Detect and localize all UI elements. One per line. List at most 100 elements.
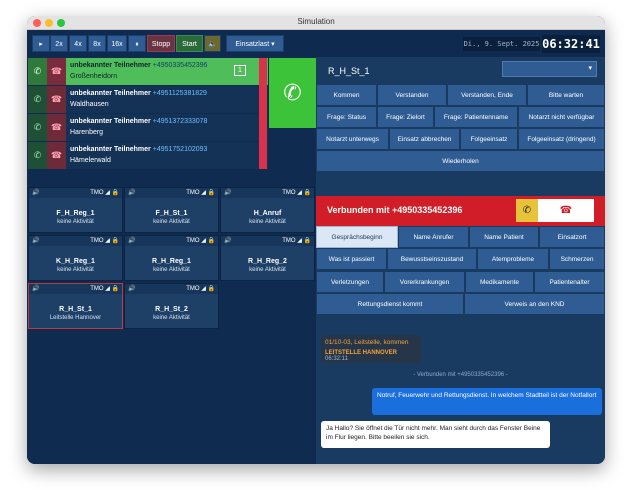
network-label: TMO ◢ 🔒	[186, 190, 215, 196]
log-time: 06:32:11	[325, 356, 348, 362]
radio-phrase-button[interactable]: Einsatz abbrechen	[389, 128, 460, 150]
radio-log-message: 01/10-03, Leitstelle, kommen LEITSTELLE …	[321, 335, 421, 363]
log-text: 01/10-03, Leitstelle, kommen	[325, 339, 409, 346]
phone-phrase-button[interactable]: Patientenalter	[534, 271, 605, 293]
caller-name: unbekannter Teilnehmer +4950335452396	[70, 62, 208, 69]
radio-phrase-button[interactable]: Folgeeinsatz (dringend)	[518, 128, 605, 150]
hang-up-icon[interactable]: ☎	[538, 199, 594, 222]
minimize-window-button[interactable]	[45, 19, 53, 27]
accept-call-icon[interactable]: ✆	[28, 86, 47, 113]
speaker-icon: 🔊	[32, 286, 40, 292]
reject-call-icon[interactable]: ☎	[47, 114, 66, 141]
accept-call-icon[interactable]: ✆	[28, 142, 47, 169]
radio-tile-selected[interactable]: 🔊 TMO ◢ 🔒 R_H_St_1 Leitstelle Hannover	[28, 283, 123, 329]
phone-phrase-button[interactable]: Rettungsdienst kommt	[316, 293, 464, 315]
radio-tile[interactable]: 🔊 TMO ◢ 🔒 K_H_Reg_1 keine Aktivität	[28, 235, 123, 281]
radio-tile[interactable]: 🔊 TMO ◢ 🔒 R_H_Reg_2 keine Aktivität	[220, 235, 315, 281]
answer-call-button[interactable]: ✆	[269, 58, 316, 128]
connected-text: Verbunden mit +4950335452396	[327, 205, 463, 215]
reject-call-icon[interactable]: ☎	[47, 86, 66, 113]
window-title: Simulation	[297, 17, 335, 26]
phone-phrase-button[interactable]: Name Patient	[469, 226, 539, 248]
call-row[interactable]: ✆ ☎ unbekannter Teilnehmer +495033545239…	[28, 58, 268, 85]
speed-2x-button[interactable]: 2x	[50, 35, 68, 52]
tile-header: 🔊 TMO ◢ 🔒	[221, 188, 314, 198]
phone-ringing-icon: ✆	[283, 80, 302, 105]
connected-call-bar: Verbunden mit +4950335452396 ✆ ☎	[316, 196, 605, 226]
tile-status: keine Aktivität	[249, 219, 286, 225]
speed-4x-button[interactable]: 4x	[69, 35, 87, 52]
caller-number: +4951125381829	[152, 90, 207, 97]
phone-phrase-button[interactable]: Was ist passiert	[316, 248, 387, 270]
accept-call-icon[interactable]: ✆	[28, 114, 47, 141]
reject-call-icon[interactable]: ☎	[47, 58, 66, 85]
simulation-window: Simulation ▸ 2x 4x 8x 16x ⏸ Stopp Start …	[27, 16, 605, 464]
speed-16x-button[interactable]: 16x	[107, 35, 127, 52]
call-row[interactable]: ✆ ☎ unbekannter Teilnehmer +495175210209…	[28, 142, 268, 169]
phone-phrase-button[interactable]: Medikamente	[465, 271, 534, 293]
pause-button[interactable]: ⏸	[128, 35, 146, 52]
radio-phrase-button[interactable]: Notarzt unterwegs	[316, 128, 389, 150]
radio-phrase-button[interactable]: Notarzt nicht verfügbar	[518, 106, 605, 128]
lock-icon: 🔒	[207, 238, 215, 244]
tile-name: H_Anruf	[253, 210, 282, 217]
phone-phrase-button[interactable]: Vorerkrankungen	[384, 271, 465, 293]
speed-8x-button[interactable]: 8x	[88, 35, 106, 52]
stop-button[interactable]: Stopp	[147, 35, 175, 52]
radio-tile[interactable]: 🔊 TMO ◢ 🔒 F_H_Reg_1 keine Aktivität	[28, 187, 123, 233]
phone-phrase-button[interactable]: Verweis an den KND	[464, 293, 605, 315]
radio-tile[interactable]: 🔊 TMO ◢ 🔒 H_Anruf keine Aktivität	[220, 187, 315, 233]
radio-phrase-button[interactable]: Verstanden, Ende	[447, 84, 527, 106]
tile-status: Leitstelle Hannover	[49, 315, 102, 321]
phone-phrase-button[interactable]: Bewusstseinszustand	[387, 248, 477, 270]
speaker-icon: 🔊	[128, 238, 136, 244]
mute-icon[interactable]: 🔈	[204, 35, 221, 52]
start-button[interactable]: Start	[176, 35, 203, 52]
phone-phrase-button[interactable]: Schmerzen	[549, 248, 605, 270]
lock-icon: 🔒	[111, 286, 119, 292]
call-row[interactable]: ✆ ☎ unbekannter Teilnehmer +495137233307…	[28, 114, 268, 141]
unit-select[interactable]: ▾	[502, 61, 597, 77]
close-window-button[interactable]	[33, 19, 41, 27]
tile-header: 🔊 TMO ◢ 🔒	[221, 236, 314, 246]
radio-phrase-button[interactable]: Frage: Status	[316, 106, 377, 128]
accept-call-icon[interactable]: ✆	[28, 58, 47, 85]
lock-icon: 🔒	[111, 238, 119, 244]
lock-icon: 🔒	[111, 190, 119, 196]
radio-phrase-button[interactable]: Wiederholen	[316, 150, 605, 172]
play-button[interactable]: ▸	[32, 35, 50, 52]
hold-call-icon[interactable]: ✆	[516, 199, 538, 222]
speaker-icon: 🔊	[224, 238, 232, 244]
reject-call-icon[interactable]: ☎	[47, 142, 66, 169]
phone-phrase-button[interactable]: Gesprächsbeginn	[316, 226, 398, 248]
radio-tile[interactable]: 🔊 TMO ◢ 🔒 F_H_St_1 keine Aktivität	[124, 187, 219, 233]
radio-phrase-button[interactable]: Kommen	[316, 84, 377, 106]
phone-phrase-button[interactable]: Einsatzort	[539, 226, 605, 248]
call-row[interactable]: ✆ ☎ unbekannter Teilnehmer +495112538182…	[28, 86, 268, 113]
phone-phrase-button[interactable]: Atemprobleme	[477, 248, 549, 270]
einsatzlast-dropdown[interactable]: Einsatzlast ▾	[226, 35, 284, 52]
lock-icon: 🔒	[207, 190, 215, 196]
maximize-window-button[interactable]	[57, 19, 65, 27]
radio-phrase-button[interactable]: Frage: Patientenname	[434, 106, 518, 128]
tile-name: R_H_Reg_1	[152, 258, 191, 265]
tile-status: keine Aktivität	[153, 315, 190, 321]
tile-header: 🔊 TMO ◢ 🔒	[125, 284, 218, 294]
tile-name: K_H_Reg_1	[56, 258, 95, 265]
radio-phrase-button[interactable]: Bitte warten	[527, 84, 605, 106]
caller-name: unbekannter Teilnehmer +4951752102093	[70, 146, 208, 153]
radio-phrase-button[interactable]: Verstanden	[377, 84, 447, 106]
phone-phrase-button[interactable]: Name Anrufer	[398, 226, 469, 248]
phone-phrase-button[interactable]: Verletzungen	[316, 271, 384, 293]
radio-tile[interactable]: 🔊 TMO ◢ 🔒 R_H_Reg_1 keine Aktivität	[124, 235, 219, 281]
tile-status: keine Aktivität	[153, 267, 190, 273]
network-label: TMO ◢ 🔒	[282, 190, 311, 196]
radio-tile[interactable]: 🔊 TMO ◢ 🔒 R_H_St_2 keine Aktivität	[124, 283, 219, 329]
title-bar: Simulation	[27, 16, 605, 30]
tile-name: R_H_St_2	[155, 306, 188, 313]
radio-phrase-button[interactable]: Folgeeinsatz	[460, 128, 518, 150]
speaker-icon: 🔊	[128, 190, 136, 196]
speaker-icon: 🔊	[224, 190, 232, 196]
radio-phrase-button[interactable]: Frage: Zielort	[377, 106, 434, 128]
toolbar: ▸ 2x 4x 8x 16x ⏸ Stopp Start 🔈 Einsatzla…	[27, 30, 605, 57]
